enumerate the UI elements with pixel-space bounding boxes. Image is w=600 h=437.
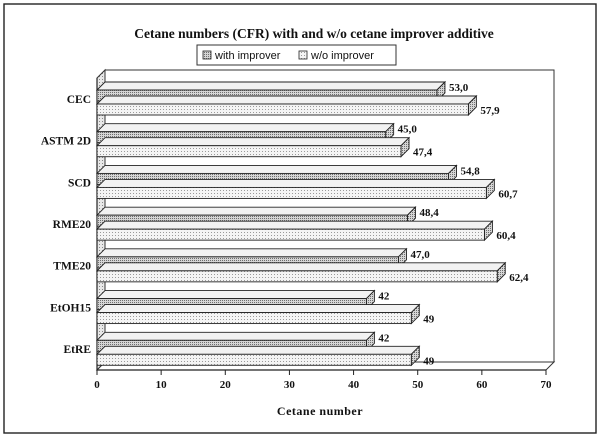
x-tick-label: 30 <box>284 379 296 391</box>
legend-swatch-without-improver <box>298 50 308 60</box>
x-tick-label: 40 <box>348 379 360 391</box>
bar-without-improver-top <box>95 95 478 105</box>
category-label: CEC <box>67 94 91 106</box>
bar-without-improver-group <box>95 303 421 325</box>
bar-with-improver-group <box>95 247 408 269</box>
bar-without-improver-front <box>96 228 485 241</box>
bar-without-improver-top <box>95 304 421 314</box>
x-tick-label: 10 <box>156 379 168 391</box>
bar-with-improver-top <box>95 206 417 216</box>
category-label: RME20 <box>53 219 92 231</box>
category-label: EtOH15 <box>50 302 91 314</box>
bar-with-improver-top <box>95 331 376 341</box>
category-label: TME20 <box>53 261 91 273</box>
legend: with improver w/o improver <box>196 44 397 66</box>
x-tick-label: 60 <box>476 379 488 391</box>
bar-without-improver-group <box>95 178 496 200</box>
bar-without-improver-front <box>96 186 487 199</box>
bar-with-improver-group <box>95 122 395 144</box>
value-label-without-improver: 49 <box>423 314 435 326</box>
bar-without-improver-front <box>96 145 402 158</box>
bar-without-improver-front <box>96 312 412 325</box>
value-label-without-improver: 60,4 <box>496 230 516 242</box>
value-label-with-improver: 53,0 <box>449 82 469 94</box>
x-tick-label: 0 <box>94 379 100 391</box>
x-tick-label: 70 <box>541 379 553 391</box>
bar-without-improver-top <box>95 262 507 272</box>
legend-label-without-improver: w/o improver <box>310 50 374 62</box>
bar-without-improver-group <box>95 94 478 117</box>
value-label-without-improver: 57,9 <box>480 105 500 117</box>
bar-without-improver-group <box>95 345 421 367</box>
bar-without-improver-group <box>95 136 411 158</box>
bar-with-improver-top <box>95 248 408 258</box>
bar-without-improver-front <box>96 103 469 116</box>
bar-without-improver-front <box>96 353 412 366</box>
bar-without-improver-top <box>95 220 494 230</box>
value-label-without-improver: 60,7 <box>498 188 518 200</box>
bar-with-improver-group <box>95 164 458 186</box>
bar-without-improver-top <box>95 178 496 188</box>
value-label-with-improver: 47,0 <box>410 249 430 261</box>
value-label-with-improver: 45,0 <box>398 124 418 136</box>
x-axis-title: Cetane number <box>277 404 363 418</box>
bar-with-improver-top <box>95 81 447 91</box>
value-label-with-improver: 42 <box>378 291 390 303</box>
category-label: ASTM 2D <box>41 136 91 148</box>
value-label-with-improver: 48,4 <box>419 207 439 219</box>
x-tick-label: 20 <box>220 379 232 391</box>
bar-without-improver-group <box>95 220 494 242</box>
bar-without-improver-group <box>95 261 507 283</box>
category-label: EtRE <box>64 344 92 356</box>
value-label-without-improver: 47,4 <box>413 147 433 159</box>
category-label: SCD <box>68 177 91 189</box>
bar-with-improver-top <box>95 290 376 300</box>
bar-with-improver-top <box>95 164 458 174</box>
legend-box <box>196 44 397 66</box>
legend-swatch-with-improver <box>202 50 212 60</box>
value-label-with-improver: 42 <box>378 332 390 344</box>
bar-without-improver-top <box>95 345 421 355</box>
bar-without-improver-top <box>95 137 411 147</box>
plot-area: 0 10 20 30 40 50 60 70 53,0 57,9 CEC 45,0 47,4 ASTM 2… <box>41 68 556 391</box>
bar-with-improver-group <box>95 206 417 228</box>
bar-with-improver-top <box>95 123 395 133</box>
bar-with-improver-group <box>95 289 376 311</box>
bar-with-improver-group <box>95 331 376 353</box>
chart-title: Cetane numbers (CFR) with and w/o cetane… <box>134 26 493 41</box>
value-label-with-improver: 54,8 <box>461 165 481 177</box>
bar-without-improver-front <box>96 270 498 283</box>
x-tick-label: 50 <box>412 379 424 391</box>
legend-label-with-improver: with improver <box>214 50 281 62</box>
value-label-without-improver: 49 <box>423 355 435 367</box>
value-label-without-improver: 62,4 <box>509 272 529 284</box>
